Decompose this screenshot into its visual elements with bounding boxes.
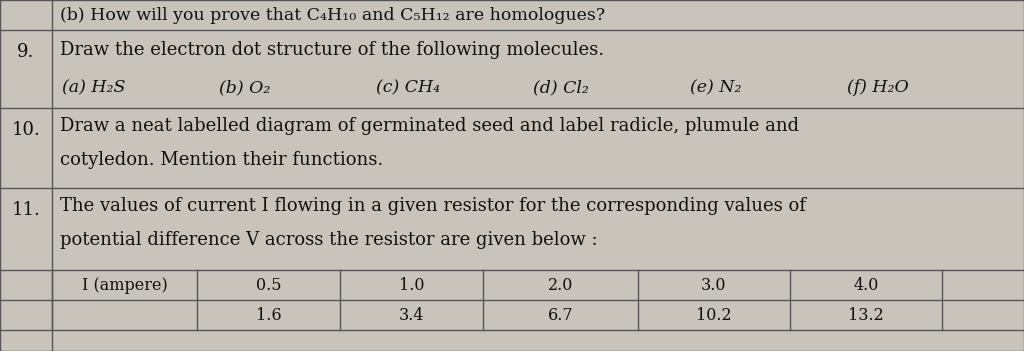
Text: The values of current I flowing in a given resistor for the corresponding values: The values of current I flowing in a giv…	[60, 197, 806, 215]
Text: (b) How will you prove that C₄H₁₀ and C₅H₁₂ are homologues?: (b) How will you prove that C₄H₁₀ and C₅…	[60, 7, 605, 24]
Text: 0.5: 0.5	[256, 277, 282, 293]
Text: cotyledon. Mention their functions.: cotyledon. Mention their functions.	[60, 151, 383, 169]
Text: (e) N₂: (e) N₂	[690, 79, 741, 97]
Text: 3.0: 3.0	[701, 277, 727, 293]
Text: (f) H₂O: (f) H₂O	[847, 79, 908, 97]
Text: (d) Cl₂: (d) Cl₂	[534, 79, 589, 97]
Text: 13.2: 13.2	[848, 306, 884, 324]
Text: 11.: 11.	[11, 201, 40, 219]
Text: potential difference V across the resistor are given below :: potential difference V across the resist…	[60, 231, 598, 249]
Text: 9.: 9.	[17, 43, 35, 61]
Text: (c) CH₄: (c) CH₄	[376, 79, 440, 97]
Text: 6.7: 6.7	[548, 306, 573, 324]
Text: 1.0: 1.0	[398, 277, 424, 293]
Text: 10.: 10.	[11, 121, 40, 139]
Text: 3.4: 3.4	[398, 306, 424, 324]
Text: 4.0: 4.0	[853, 277, 879, 293]
Text: Draw a neat labelled diagram of germinated seed and label radicle, plumule and: Draw a neat labelled diagram of germinat…	[60, 117, 799, 135]
Text: (a) H₂S: (a) H₂S	[62, 79, 125, 97]
Text: 10.2: 10.2	[696, 306, 732, 324]
Text: 1.6: 1.6	[256, 306, 282, 324]
Text: Draw the electron dot structure of the following molecules.: Draw the electron dot structure of the f…	[60, 41, 604, 59]
Text: I (ampere): I (ampere)	[82, 277, 167, 293]
Text: 2.0: 2.0	[548, 277, 573, 293]
Text: (b) O₂: (b) O₂	[219, 79, 270, 97]
